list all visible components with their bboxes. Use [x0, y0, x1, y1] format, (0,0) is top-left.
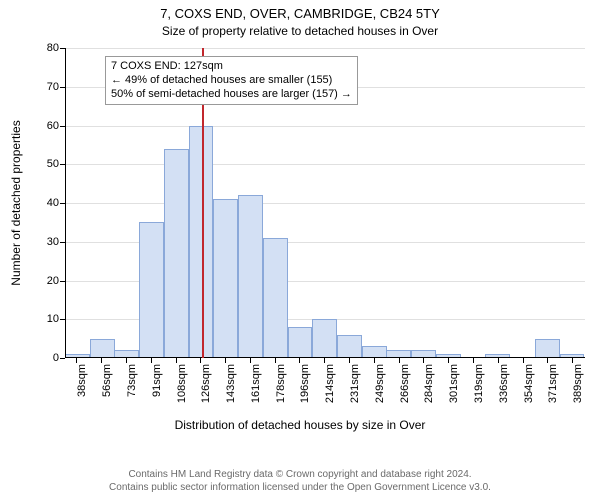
- annotation-line2: ← 49% of detached houses are smaller (15…: [111, 74, 352, 88]
- histogram-bar: [337, 335, 362, 358]
- chart-title-line2: Size of property relative to detached ho…: [0, 24, 600, 38]
- footer-line2: Contains public sector information licen…: [0, 482, 600, 495]
- ytick-mark: [60, 203, 65, 204]
- grid-line: [65, 48, 585, 49]
- xtick-label: 178sqm: [275, 364, 287, 403]
- xtick-mark: [349, 358, 350, 363]
- histogram-bar: [263, 238, 288, 358]
- xtick-mark: [498, 358, 499, 363]
- xtick-mark: [151, 358, 152, 363]
- x-axis-label: Distribution of detached houses by size …: [0, 418, 600, 432]
- xtick-mark: [250, 358, 251, 363]
- xtick-label: 319sqm: [473, 364, 485, 403]
- histogram-bar: [288, 327, 313, 358]
- ytick-label: 80: [47, 42, 59, 54]
- y-axis-ticks: 01020304050607080: [25, 48, 65, 358]
- ytick-label: 60: [47, 120, 59, 132]
- xtick-label: 143sqm: [225, 364, 237, 403]
- xtick-label: 249sqm: [374, 364, 386, 403]
- xtick-mark: [523, 358, 524, 363]
- ytick-label: 10: [47, 313, 59, 325]
- histogram-bar: [164, 149, 189, 358]
- xtick-label: 38sqm: [76, 364, 88, 397]
- chart-footer: Contains HM Land Registry data © Crown c…: [0, 469, 600, 494]
- chart-container: { "title_line1": "7, COXS END, OVER, CAM…: [0, 0, 600, 500]
- xtick-label: 73sqm: [126, 364, 138, 397]
- ytick-label: 0: [53, 352, 59, 364]
- xtick-mark: [225, 358, 226, 363]
- histogram-bar: [213, 199, 238, 358]
- xtick-label: 336sqm: [498, 364, 510, 403]
- xtick-label: 371sqm: [547, 364, 559, 403]
- ytick-mark: [60, 242, 65, 243]
- histogram-bar: [90, 339, 115, 358]
- grid-line: [65, 164, 585, 165]
- xtick-label: 354sqm: [523, 364, 535, 403]
- xtick-mark: [399, 358, 400, 363]
- xtick-label: 266sqm: [399, 364, 411, 403]
- xtick-mark: [374, 358, 375, 363]
- plot-area: 7 COXS END: 127sqm ← 49% of detached hou…: [65, 48, 585, 358]
- xtick-label: 284sqm: [423, 364, 435, 403]
- footer-line1: Contains HM Land Registry data © Crown c…: [0, 469, 600, 482]
- histogram-bar: [139, 222, 164, 358]
- histogram-bar: [312, 319, 337, 358]
- xtick-label: 301sqm: [448, 364, 460, 403]
- xtick-label: 108sqm: [176, 364, 188, 403]
- xtick-mark: [299, 358, 300, 363]
- xtick-label: 161sqm: [250, 364, 262, 403]
- xtick-label: 126sqm: [200, 364, 212, 403]
- ytick-label: 70: [47, 81, 59, 93]
- xtick-mark: [547, 358, 548, 363]
- xtick-label: 196sqm: [299, 364, 311, 403]
- ytick-label: 20: [47, 275, 59, 287]
- histogram-bar: [238, 195, 263, 358]
- xtick-mark: [101, 358, 102, 363]
- ytick-mark: [60, 319, 65, 320]
- xtick-mark: [200, 358, 201, 363]
- annotation-line1: 7 COXS END: 127sqm: [111, 60, 352, 74]
- xtick-label: 231sqm: [349, 364, 361, 403]
- xtick-label: 389sqm: [572, 364, 584, 403]
- annotation-line3: 50% of semi-detached houses are larger (…: [111, 88, 352, 102]
- ytick-label: 30: [47, 236, 59, 248]
- x-axis-ticks: 38sqm 56sqm 73sqm 91sqm 108sqm 126sqm 143sqm 16…: [65, 358, 585, 418]
- xtick-mark: [176, 358, 177, 363]
- xtick-mark: [324, 358, 325, 363]
- y-axis-label: Number of detached properties: [9, 120, 23, 285]
- xtick-label: 56sqm: [101, 364, 113, 397]
- xtick-mark: [275, 358, 276, 363]
- xtick-mark: [473, 358, 474, 363]
- ytick-mark: [60, 281, 65, 282]
- ytick-mark: [60, 87, 65, 88]
- chart-title-line1: 7, COXS END, OVER, CAMBRIDGE, CB24 5TY: [0, 6, 600, 21]
- annotation-box: 7 COXS END: 127sqm ← 49% of detached hou…: [105, 56, 358, 105]
- y-axis-line: [65, 48, 66, 358]
- ytick-mark: [60, 126, 65, 127]
- histogram-bar: [189, 126, 214, 359]
- xtick-mark: [423, 358, 424, 363]
- xtick-label: 91sqm: [151, 364, 163, 397]
- ytick-mark: [60, 48, 65, 49]
- xtick-mark: [76, 358, 77, 363]
- xtick-mark: [448, 358, 449, 363]
- xtick-label: 214sqm: [324, 364, 336, 403]
- grid-line: [65, 203, 585, 204]
- ytick-mark: [60, 164, 65, 165]
- ytick-mark: [60, 358, 65, 359]
- ytick-label: 50: [47, 158, 59, 170]
- xtick-mark: [126, 358, 127, 363]
- xtick-mark: [572, 358, 573, 363]
- histogram-bar: [535, 339, 560, 358]
- grid-line: [65, 126, 585, 127]
- ytick-label: 40: [47, 197, 59, 209]
